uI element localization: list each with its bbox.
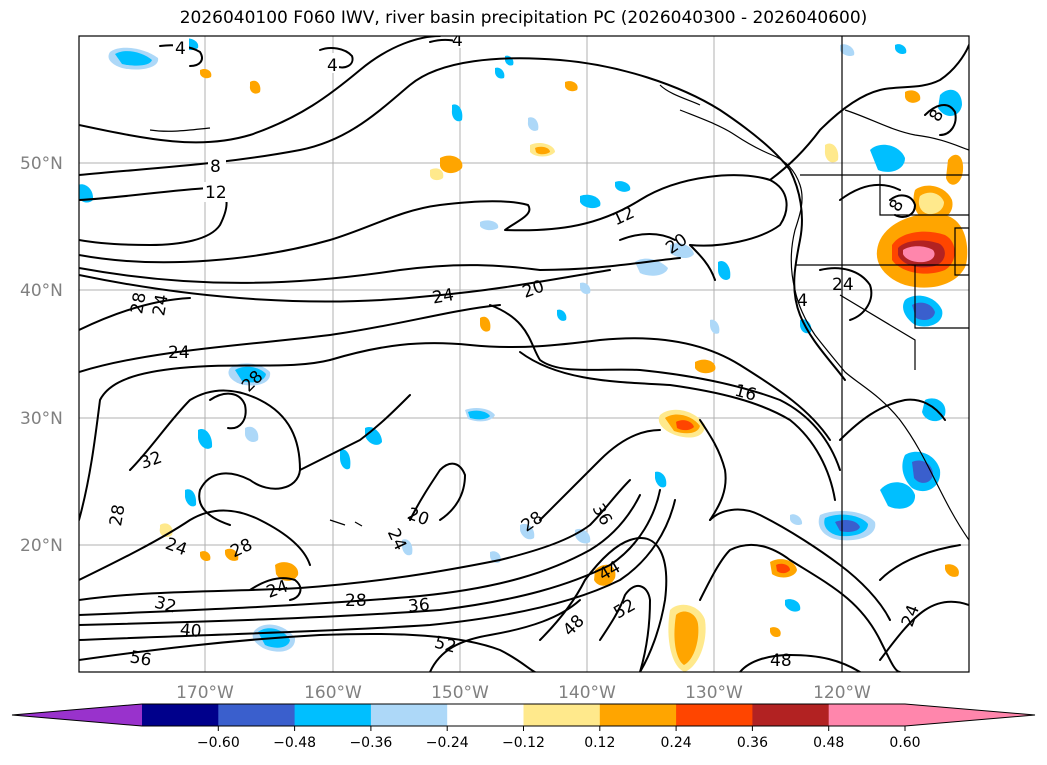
lat-label: 40°N: [20, 281, 63, 301]
contour-label: 24: [431, 285, 456, 308]
contour-label: 48: [770, 651, 792, 671]
lat-label: 30°N: [20, 409, 63, 429]
contour-label: 56: [128, 647, 153, 670]
contour-label: 4: [452, 31, 463, 51]
contour-label: 24: [149, 293, 172, 318]
colorbar-extend-high: [905, 704, 1035, 726]
chart-title: 2026040100 F060 IWV, river basin precipi…: [179, 8, 868, 28]
colorbar-tick-label: 0.60: [889, 735, 920, 751]
colorbar-segment: [828, 704, 906, 726]
lat-labels: 50°N 40°N 30°N 20°N: [20, 154, 63, 556]
lon-label: 140°W: [558, 683, 616, 703]
colorbar-segment: [218, 704, 296, 726]
colorbar-tick-label: −0.12: [502, 735, 545, 751]
contour-label: 4: [175, 39, 186, 59]
contour-label: 40: [179, 620, 202, 642]
contour-label: 28: [345, 591, 367, 611]
contour-label: 12: [205, 183, 227, 203]
colorbar-segment: [676, 704, 753, 726]
colorbar-tick-label: −0.48: [273, 735, 316, 751]
colorbar-tick-label: 0.36: [737, 735, 768, 751]
colorbar-segment: [294, 704, 372, 726]
colorbar-tick-label: −0.24: [426, 735, 469, 751]
coastlines: [149, 36, 969, 672]
lon-label: 130°W: [685, 683, 743, 703]
contour-label: 28: [106, 503, 129, 528]
contour-label: 24: [168, 343, 190, 363]
colorbar-segment: [447, 704, 524, 726]
colorbar-tick-label: −0.60: [197, 735, 240, 751]
colorbar-outline: [11, 703, 1036, 727]
colorbar-tick-label: 0.12: [584, 735, 615, 751]
contour-label: 24: [832, 275, 854, 295]
lat-label: 50°N: [20, 154, 63, 174]
lat-label: 20°N: [20, 536, 63, 556]
iwv-contours: [79, 36, 969, 672]
lon-label: 160°W: [304, 683, 362, 703]
lon-labels: 170°W 160°W 150°W 140°W 130°W 120°W: [176, 683, 871, 703]
contour-label: 28: [127, 291, 150, 316]
colorbar-tick-label: 0.24: [661, 735, 692, 751]
colorbar-ticks: −0.60 −0.48 −0.36 −0.24 −0.12 0.12 0.24 0.36 0.4…: [197, 726, 921, 751]
lon-label: 150°W: [431, 683, 489, 703]
colorbar-segment: [752, 704, 830, 726]
colorbar-segment: [599, 704, 677, 726]
colorbar-tick-label: 0.48: [813, 735, 844, 751]
colorbar-segment: [370, 704, 448, 726]
colorbar-segment: [523, 704, 601, 726]
colorbar-segment: [142, 704, 219, 726]
lon-label: 120°W: [813, 683, 871, 703]
contour-label: 8: [210, 157, 221, 177]
colorbar: [11, 703, 1036, 727]
plot-frame: [78, 35, 970, 673]
colorbar-tick-label: −0.36: [349, 735, 392, 751]
colorbar-extend-low: [12, 704, 142, 726]
contour-label: 36: [407, 595, 430, 617]
contour-label: 4: [797, 291, 808, 311]
lon-label: 170°W: [176, 683, 234, 703]
contour-label: 4: [327, 56, 338, 76]
